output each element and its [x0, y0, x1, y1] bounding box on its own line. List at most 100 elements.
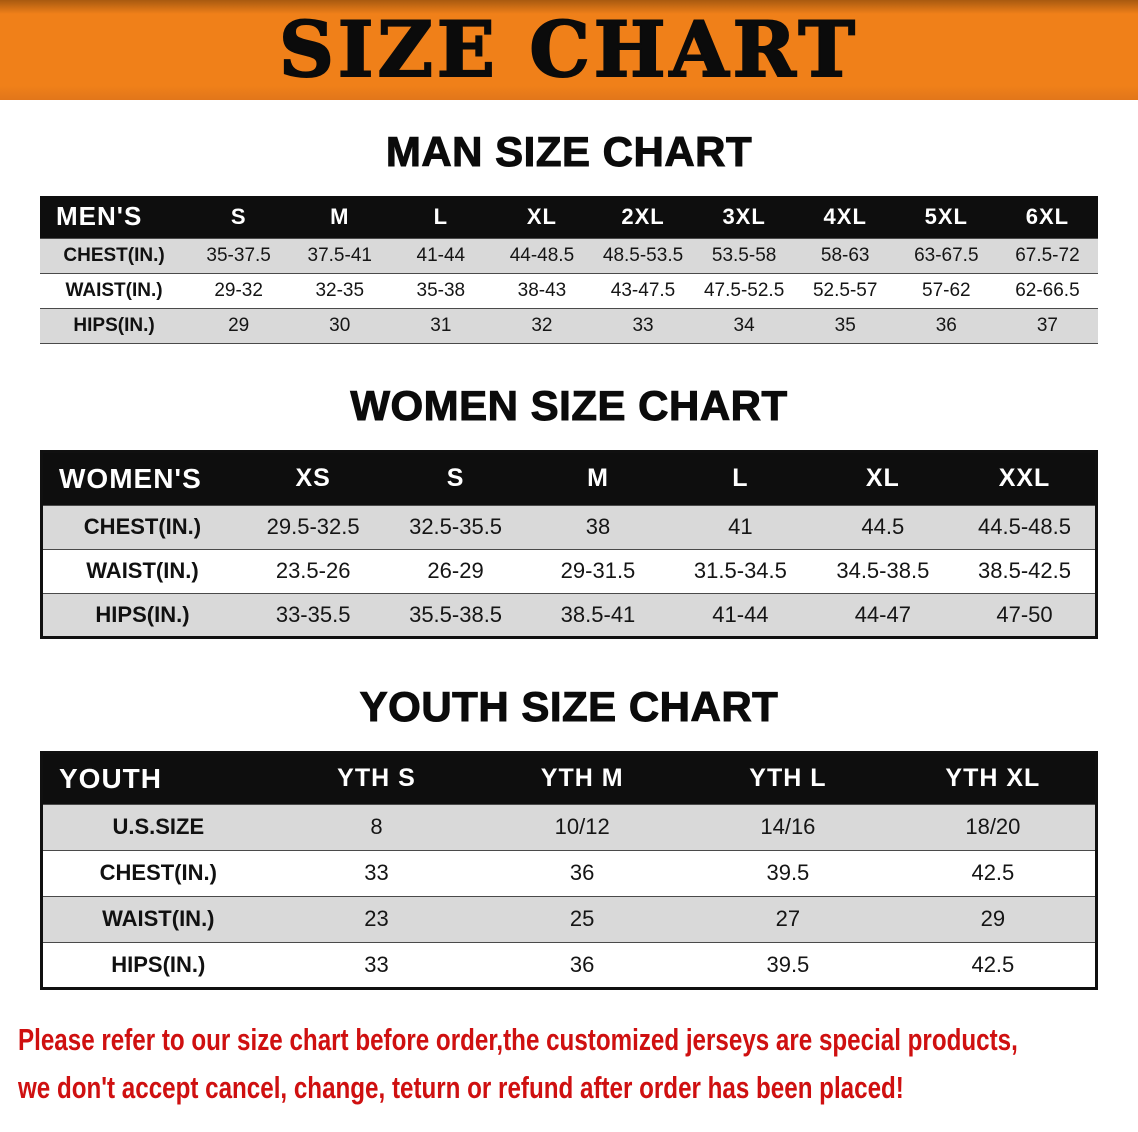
measurement-value: 29 — [980, 906, 1006, 931]
measurement-value: 32-35 — [315, 279, 365, 301]
size-column-header: M — [330, 203, 350, 229]
measurement-value: 42.5 — [971, 951, 1015, 977]
measurement-value: 29 — [228, 314, 250, 336]
measurement-value: 31.5-34.5 — [693, 558, 787, 583]
size-column-header: L — [732, 464, 749, 492]
measurement-value: 38-43 — [517, 279, 567, 301]
measurement-label: HIPS(IN.) — [73, 314, 155, 336]
table-row: CHEST(IN.) 33 36 39.5 42.5 — [41, 850, 1097, 896]
measurement-label: U.S.SIZE — [112, 814, 205, 839]
table-row: WAIST(IN.) 29-32 32-35 35-38 38-43 43-47.5 47.… — [40, 273, 1098, 308]
measurement-value: 42.5 — [971, 860, 1015, 885]
size-column-header: 2XL — [621, 203, 665, 229]
measurement-value: 37 — [1036, 314, 1058, 336]
measurement-value: 29-31.5 — [560, 558, 636, 583]
size-column-header: 6XL — [1025, 203, 1070, 229]
man-size-chart-section: MAN SIZE CHART MEN'S S M L XL 2XL 3XL 4XL 5XL 6XL… — [0, 128, 1138, 344]
measurement-label: WAIST(IN.) — [102, 906, 215, 931]
header-row: MEN'S S M L XL 2XL 3XL 4XL 5XL 6XL — [40, 196, 1098, 238]
measurement-value: 29-32 — [214, 279, 263, 301]
size-column-header: XL — [865, 464, 900, 492]
table-title-cell: WOMEN'S — [59, 462, 202, 494]
measurement-value: 32 — [531, 314, 553, 336]
size-column-header: YTH M — [540, 764, 624, 792]
size-chart-banner: SIZE CHART — [0, 0, 1138, 100]
measurement-value: 25 — [569, 906, 595, 931]
youth-size-chart-section: YOUTH SIZE CHART YOUTH YTH S YTH M YTH L YTH… — [0, 682, 1138, 990]
measurement-value: 47.5-52.5 — [703, 279, 785, 301]
measurement-value: 33 — [364, 951, 389, 977]
measurement-value: 36 — [569, 951, 595, 977]
header-row: YOUTH YTH S YTH M YTH L YTH XL — [41, 752, 1097, 804]
size-column-header: L — [433, 203, 449, 229]
table-row: HIPS(IN.) 33 36 39.5 42.5 — [41, 942, 1097, 988]
measurement-label: CHEST(IN.) — [83, 514, 202, 539]
measurement-value: 36 — [569, 860, 595, 885]
measurement-value: 39.5 — [766, 951, 810, 977]
size-column-header: YTH S — [337, 764, 416, 792]
table-row: HIPS(IN.) 29 30 31 32 33 34 35 36 37 — [40, 308, 1098, 343]
measurement-value: 41-44 — [416, 244, 466, 266]
measurement-value: 44-47 — [854, 601, 911, 627]
measurement-value: 67.5-72 — [1015, 244, 1080, 266]
measurement-value: 48.5-53.5 — [602, 244, 684, 266]
measurement-value: 53.5-58 — [711, 244, 777, 266]
measurement-label: CHEST(IN.) — [63, 244, 165, 266]
measurement-value: 23 — [364, 906, 389, 931]
measurement-value: 41-44 — [712, 601, 769, 627]
measurement-value: 33 — [364, 860, 389, 885]
measurement-value: 35 — [834, 314, 856, 336]
size-column-header: 3XL — [722, 203, 766, 229]
table-header: WOMEN'S XS S M L XL XXL — [41, 451, 1097, 505]
header-row: WOMEN'S XS S M L XL XXL — [41, 451, 1097, 505]
table-header: YOUTH YTH S YTH M YTH L YTH XL — [41, 752, 1097, 804]
measurement-value: 34 — [733, 314, 755, 336]
measurement-value: 31 — [430, 314, 452, 336]
table-row: WAIST(IN.) 23.5-26 26-29 29-31.5 31.5-34.5 34… — [41, 549, 1097, 593]
measurement-value: 14/16 — [760, 814, 816, 839]
measurement-value: 35.5-38.5 — [409, 601, 503, 627]
measurement-value: 38.5-41 — [560, 601, 636, 627]
measurement-value: 41 — [728, 514, 753, 539]
table-title-cell: YOUTH — [59, 762, 162, 794]
measurement-value: 32.5-35.5 — [409, 514, 503, 539]
measurement-label: WAIST(IN.) — [86, 558, 199, 583]
table-body: CHEST(IN.) 35-37.5 37.5-41 41-44 44-48.5 48.5… — [40, 238, 1098, 343]
measurement-value: 47-50 — [996, 601, 1053, 627]
measurement-value: 52.5-57 — [812, 279, 878, 301]
order-policy-notice: Please refer to our size chart before or… — [18, 1016, 1120, 1114]
size-column-header: YTH L — [749, 764, 827, 792]
size-column-header: M — [587, 464, 609, 492]
measurement-value: 35-38 — [416, 279, 466, 301]
measurement-value: 30 — [329, 314, 351, 336]
man-size-chart-heading: MAN SIZE CHART — [385, 128, 753, 176]
measurement-value: 44.5-48.5 — [978, 514, 1071, 539]
youth-size-chart-heading: YOUTH SIZE CHART — [359, 682, 779, 730]
size-column-header: YTH XL — [945, 764, 1041, 792]
measurement-value: 35-37.5 — [206, 244, 271, 266]
measurement-value: 58-63 — [820, 244, 870, 266]
measurement-label: HIPS(IN.) — [95, 601, 190, 627]
measurement-value: 38 — [585, 514, 611, 539]
measurement-value: 34.5-38.5 — [836, 558, 930, 583]
table-row: HIPS(IN.) 33-35.5 35.5-38.5 38.5-41 41-44 44-… — [41, 593, 1097, 637]
notice-line-1: Please refer to our size chart before or… — [18, 1021, 1018, 1057]
measurement-label: CHEST(IN.) — [99, 860, 217, 885]
size-column-header: XXL — [998, 464, 1051, 492]
size-charts: MAN SIZE CHART MEN'S S M L XL 2XL 3XL 4XL 5XL 6XL… — [0, 128, 1138, 1113]
table-body: CHEST(IN.) 29.5-32.5 32.5-35.5 38 41 44.5 44.5… — [41, 505, 1097, 637]
page-title: SIZE CHART — [278, 5, 859, 94]
women-size-chart-section: WOMEN SIZE CHART WOMEN'S XS S M L XL XXL CHEST(… — [0, 381, 1138, 639]
size-column-header: 5XL — [924, 203, 968, 229]
measurement-value: 44-48.5 — [509, 244, 575, 266]
table-row: WAIST(IN.) 23 25 27 29 — [41, 896, 1097, 942]
measurement-value: 43-47.5 — [610, 279, 676, 301]
measurement-value: 29.5-32.5 — [266, 514, 360, 539]
measurement-value: 37.5-41 — [307, 244, 372, 266]
measurement-label: HIPS(IN.) — [111, 951, 206, 977]
table-title-cell: MEN'S — [56, 201, 143, 232]
measurement-value: 44.5 — [861, 514, 905, 539]
measurement-value: 38.5-42.5 — [978, 558, 1071, 583]
measurement-value: 27 — [775, 906, 801, 931]
measurement-value: 18/20 — [965, 814, 1021, 839]
